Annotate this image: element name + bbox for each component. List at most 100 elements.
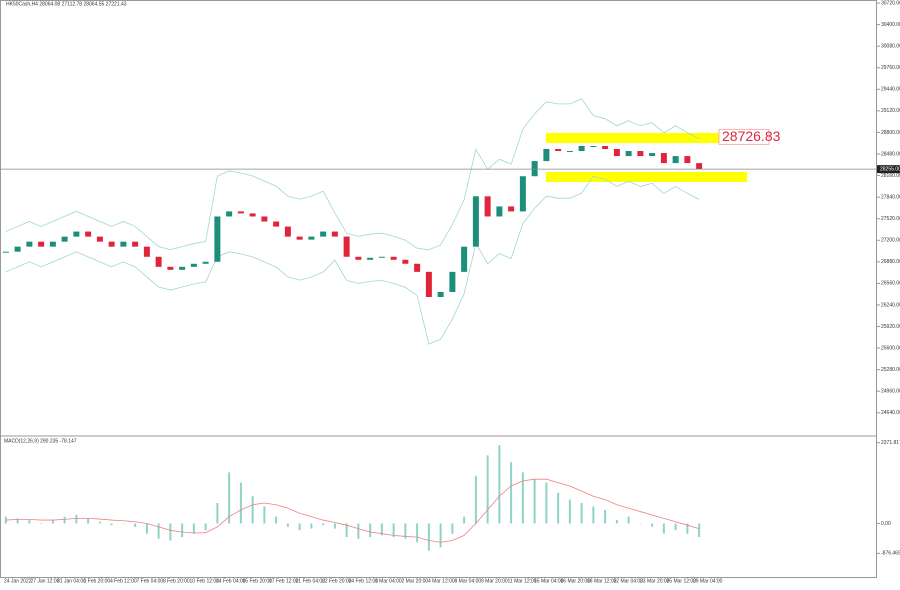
- macd-bar: [239, 482, 242, 524]
- candle: [26, 241, 33, 247]
- candle: [155, 256, 162, 267]
- macd-bar: [345, 523, 348, 538]
- y-tick-label: 26880.00: [881, 259, 900, 265]
- y-tick-label: 25280.00: [881, 367, 900, 373]
- candle: [472, 196, 479, 247]
- candle: [449, 271, 456, 293]
- macd-bar: [604, 509, 607, 524]
- macd-bar: [145, 523, 148, 534]
- macd-bar: [463, 516, 466, 524]
- y-tick-label: 30080.00: [881, 43, 900, 49]
- macd-bar: [592, 506, 595, 524]
- x-tick-label: 31 Jan 04:00: [57, 578, 86, 584]
- candle: [331, 231, 338, 237]
- support-zone: [546, 172, 747, 182]
- x-tick-label: 10 Feb 12:00: [190, 578, 220, 584]
- macd-bar: [416, 523, 419, 543]
- y-tick-label: 25600.00: [881, 345, 900, 351]
- y-tick-label: 2371.817: [881, 440, 900, 446]
- y-tick-label: 26240.00: [881, 302, 900, 308]
- macd-bar: [263, 506, 266, 524]
- macd-bar: [110, 523, 113, 526]
- x-tick-label: 17 Feb 12:00: [269, 578, 299, 584]
- macd-bar: [521, 472, 524, 524]
- candle: [367, 257, 374, 260]
- candle: [508, 206, 515, 212]
- macd-bar: [157, 523, 160, 539]
- x-tick-label: 21 Feb 04:00: [296, 578, 326, 584]
- macd-bar: [568, 499, 571, 524]
- macd-bar: [615, 520, 618, 524]
- y-tick-label: 27840.00: [881, 194, 900, 200]
- candle: [461, 246, 468, 272]
- x-tick-label: 1 Feb 20:00: [84, 578, 111, 584]
- macd-bar: [87, 518, 90, 524]
- candle: [14, 246, 21, 252]
- y-tick-label: 28160.00: [881, 173, 900, 179]
- candle: [519, 176, 526, 212]
- macd-bar: [251, 496, 254, 524]
- candle: [49, 241, 56, 247]
- x-tick-label: 4 Feb 12:00: [110, 578, 137, 584]
- macd-bar: [63, 516, 66, 524]
- macd-bar: [439, 523, 442, 548]
- macd-bar: [557, 492, 560, 524]
- x-tick-label: 2 Mar 20:00: [402, 578, 429, 584]
- x-tick-label: 16 Mar 20:00: [561, 578, 591, 584]
- candle: [613, 149, 620, 157]
- candle: [484, 196, 491, 217]
- candle: [226, 211, 233, 217]
- candle: [672, 156, 679, 164]
- annotation-label: 28726.83: [722, 128, 781, 144]
- macd-bar: [134, 523, 137, 527]
- candle: [378, 256, 385, 258]
- macd-title: MACD(12,26,9) 290.235 -78.147: [4, 438, 77, 444]
- signal-line: [5, 478, 700, 543]
- bollinger-band: [5, 98, 700, 251]
- y-tick-label: 29120.00: [881, 108, 900, 114]
- annotation-box: [718, 128, 770, 145]
- candle: [543, 149, 550, 162]
- macd-bar: [627, 516, 630, 524]
- macd-bar: [333, 523, 336, 529]
- x-tick-label: 22 Feb 20:00: [322, 578, 352, 584]
- candle: [273, 221, 280, 227]
- macd-bar: [216, 503, 219, 524]
- candle: [496, 206, 503, 217]
- candle: [566, 151, 573, 153]
- candle: [684, 156, 691, 164]
- candle: [531, 161, 538, 177]
- candle: [660, 153, 667, 164]
- x-tick-label: 22 Mar 04:00: [614, 578, 644, 584]
- candle: [555, 149, 562, 152]
- macd-bar: [451, 523, 454, 534]
- y-tick-label: -876.469: [881, 551, 900, 557]
- candle: [2, 251, 9, 253]
- macd-bar: [639, 523, 642, 524]
- candle: [108, 241, 115, 247]
- y-tick-label: 29440.00: [881, 87, 900, 93]
- macd-bar: [122, 523, 125, 524]
- macd-bar: [545, 482, 548, 524]
- candle: [402, 259, 409, 264]
- x-tick-label: 8 Feb 20:00: [163, 578, 190, 584]
- x-tick-label: 15 Feb 20:00: [243, 578, 273, 584]
- x-tick-label: 18 Mar 12:00: [587, 578, 617, 584]
- candle: [214, 216, 221, 262]
- y-tick-label: 26560.00: [881, 281, 900, 287]
- x-tick-label: 14 Feb 04:00: [216, 578, 246, 584]
- macd-bar: [28, 520, 31, 524]
- y-tick-label: 25920.00: [881, 324, 900, 330]
- x-tick-label: 24 Jan 2022: [4, 578, 32, 584]
- bollinger-band: [5, 175, 700, 345]
- x-tick-label: 24 Feb 12:00: [349, 578, 379, 584]
- candle: [261, 216, 268, 222]
- macd-bar: [322, 523, 325, 526]
- candle: [696, 163, 703, 170]
- candle: [355, 256, 362, 260]
- candle: [625, 151, 632, 157]
- current-price-label: 28255.00: [880, 166, 900, 172]
- macd-bar: [662, 523, 665, 534]
- candle: [590, 145, 597, 147]
- x-tick-label: 29 Mar 04:00: [693, 578, 723, 584]
